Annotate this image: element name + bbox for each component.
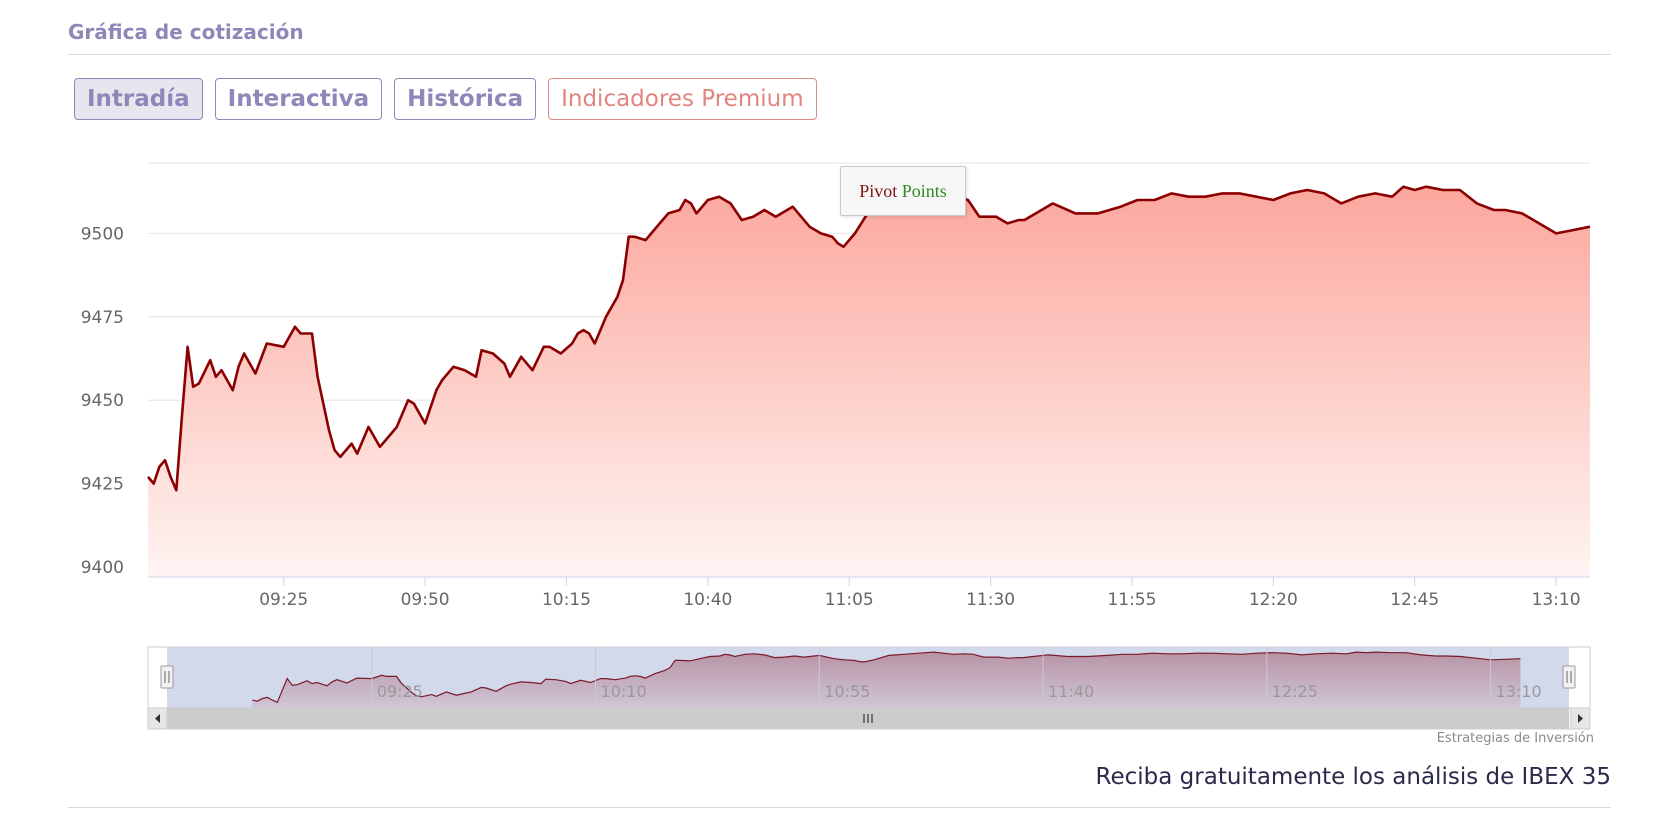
y-tick-label: 9425 <box>81 475 124 495</box>
x-tick-label: 10:15 <box>542 590 591 610</box>
chart-credits[interactable]: Estrategias de Inversión <box>1436 731 1594 746</box>
y-tick-label: 9500 <box>81 224 124 244</box>
scrollbar[interactable] <box>147 707 1591 730</box>
chart-tabs: Intradía Interactiva Histórica Indicador… <box>74 78 817 120</box>
x-tick-label: 09:50 <box>401 590 450 610</box>
tab-indicadores-premium[interactable]: Indicadores Premium <box>548 78 817 120</box>
tab-historica[interactable]: Histórica <box>394 78 537 120</box>
navigator-line <box>252 651 1521 704</box>
x-tick-label: 12:45 <box>1390 590 1439 610</box>
x-tick-label: 11:05 <box>825 590 874 610</box>
tooltip-word-pivot: Pivot <box>859 180 898 201</box>
area-series <box>147 185 1591 577</box>
x-tick-label: 09:25 <box>259 590 308 610</box>
price-line <box>147 185 1591 492</box>
navigator-right-handle[interactable] <box>1562 665 1576 689</box>
navigator-tick-label: 10:10 <box>601 682 647 701</box>
tab-intradia[interactable]: Intradía <box>74 78 203 120</box>
x-tick-label: 12:20 <box>1249 590 1298 610</box>
navigator-tick-label: 10:55 <box>824 682 870 701</box>
x-tick-label: 11:30 <box>966 590 1015 610</box>
arrow-left-icon <box>155 714 160 723</box>
pivot-points-tooltip: Pivot Points <box>840 166 966 216</box>
bottom-divider <box>68 807 1611 808</box>
navigator-tick-label: 09:25 <box>377 682 423 701</box>
x-tick-label: 13:10 <box>1532 590 1581 610</box>
y-tick-label: 9400 <box>81 558 124 578</box>
arrow-right-icon <box>1578 714 1583 723</box>
navigator-tick-label: 13:10 <box>1496 682 1542 701</box>
y-tick-label: 9475 <box>81 308 124 328</box>
title-divider <box>68 54 1611 55</box>
navigator-tick-label: 11:40 <box>1048 682 1094 701</box>
section-title: Gráfica de cotización <box>68 20 304 44</box>
x-tick-label: 10:40 <box>683 590 732 610</box>
axes: 9400 9425 9450 9475 9500 09:25 09:50 10:15 10:40… <box>81 224 1590 610</box>
navigator-area <box>252 652 1521 708</box>
navigator-left-handle[interactable] <box>160 665 174 689</box>
x-tick-label: 11:55 <box>1107 590 1156 610</box>
navigator-tick-label: 12:25 <box>1272 682 1318 701</box>
navigator[interactable]: 09:25 10:10 10:55 11:40 12:25 13:10 <box>147 646 1591 709</box>
price-area <box>148 186 1590 577</box>
tab-interactiva[interactable]: Interactiva <box>214 78 383 120</box>
free-analysis-link[interactable]: Reciba gratuitamente los análisis de IBE… <box>1095 764 1611 790</box>
tooltip-word-points: Points <box>901 180 947 201</box>
y-tick-label: 9450 <box>81 391 124 411</box>
